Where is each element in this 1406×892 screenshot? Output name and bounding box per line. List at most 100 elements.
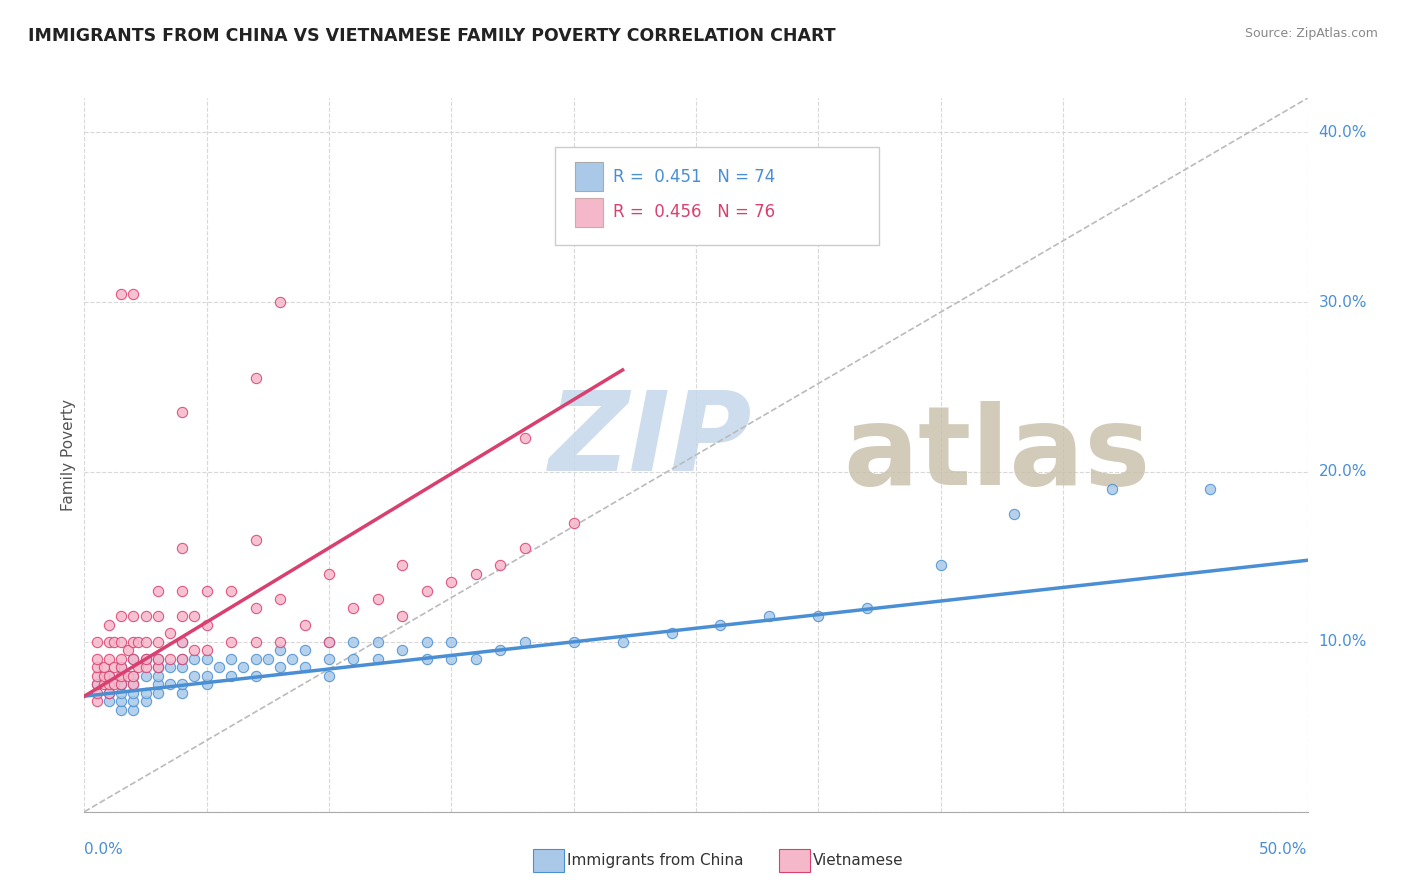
Point — [146, 652, 169, 666]
Point — [86, 677, 108, 691]
Point — [97, 686, 120, 700]
Point — [110, 652, 132, 666]
Point — [245, 371, 267, 385]
Point — [110, 703, 132, 717]
Text: Immigrants from China: Immigrants from China — [567, 854, 744, 868]
Point — [464, 566, 486, 581]
Point — [612, 635, 634, 649]
Point — [135, 635, 157, 649]
Point — [269, 643, 291, 657]
Point — [172, 609, 194, 624]
Point — [1101, 482, 1123, 496]
Text: Source: ZipAtlas.com: Source: ZipAtlas.com — [1244, 27, 1378, 40]
Point — [245, 635, 267, 649]
Point — [146, 609, 169, 624]
Point — [318, 635, 340, 649]
Point — [122, 609, 145, 624]
Point — [122, 652, 145, 666]
Y-axis label: Family Poverty: Family Poverty — [60, 399, 76, 511]
Point — [97, 677, 120, 691]
Point — [93, 677, 115, 691]
Point — [122, 686, 145, 700]
Point — [86, 660, 108, 674]
Point — [440, 575, 463, 590]
Point — [159, 626, 181, 640]
Point — [135, 652, 157, 666]
Point — [172, 541, 194, 556]
Point — [110, 635, 132, 649]
Point — [159, 652, 181, 666]
Point — [86, 635, 108, 649]
Point — [97, 686, 120, 700]
Point — [219, 583, 242, 598]
Point — [245, 669, 267, 683]
Point — [86, 677, 108, 691]
Point — [172, 405, 194, 419]
Point — [122, 635, 145, 649]
Point — [245, 652, 267, 666]
Text: 0.0%: 0.0% — [84, 842, 124, 857]
Point — [86, 669, 108, 683]
Text: 20.0%: 20.0% — [1319, 465, 1367, 479]
Point — [172, 652, 194, 666]
Point — [269, 635, 291, 649]
Point — [97, 669, 120, 683]
Point — [318, 566, 340, 581]
Text: Vietnamese: Vietnamese — [813, 854, 903, 868]
Point — [103, 677, 125, 691]
Point — [269, 660, 291, 674]
Point — [758, 609, 780, 624]
Point — [269, 592, 291, 607]
Point — [159, 660, 181, 674]
Point — [110, 669, 132, 683]
Point — [183, 652, 205, 666]
Point — [93, 660, 115, 674]
Point — [122, 694, 145, 708]
Point — [122, 669, 145, 683]
Point — [183, 609, 205, 624]
Text: 10.0%: 10.0% — [1319, 634, 1367, 649]
Point — [146, 669, 169, 683]
Point — [416, 652, 439, 666]
Point — [281, 652, 304, 666]
Text: R =  0.456   N = 76: R = 0.456 N = 76 — [613, 203, 775, 221]
Point — [110, 286, 132, 301]
Point — [257, 652, 280, 666]
Point — [929, 558, 952, 573]
Point — [122, 652, 145, 666]
Point — [513, 635, 536, 649]
Point — [342, 652, 364, 666]
Point — [294, 643, 316, 657]
Point — [146, 686, 169, 700]
Point — [146, 652, 169, 666]
Point — [97, 635, 120, 649]
Point — [318, 669, 340, 683]
Text: IMMIGRANTS FROM CHINA VS VIETNAMESE FAMILY POVERTY CORRELATION CHART: IMMIGRANTS FROM CHINA VS VIETNAMESE FAMI… — [28, 27, 835, 45]
Point — [513, 431, 536, 445]
Point — [93, 669, 115, 683]
Point — [562, 516, 585, 530]
Point — [97, 694, 120, 708]
Point — [195, 643, 218, 657]
Point — [135, 609, 157, 624]
Point — [103, 660, 125, 674]
Point — [562, 635, 585, 649]
Point — [367, 592, 389, 607]
Point — [219, 635, 242, 649]
Point — [135, 660, 157, 674]
Point — [117, 643, 139, 657]
Point — [117, 669, 139, 683]
Point — [294, 660, 316, 674]
Text: 40.0%: 40.0% — [1319, 125, 1367, 140]
Point — [86, 694, 108, 708]
Point — [172, 677, 194, 691]
Point — [1198, 482, 1220, 496]
Point — [391, 643, 413, 657]
Point — [318, 635, 340, 649]
Point — [195, 669, 218, 683]
Point — [122, 669, 145, 683]
Point — [489, 558, 512, 573]
Point — [489, 643, 512, 657]
Point — [183, 669, 205, 683]
Point — [86, 652, 108, 666]
